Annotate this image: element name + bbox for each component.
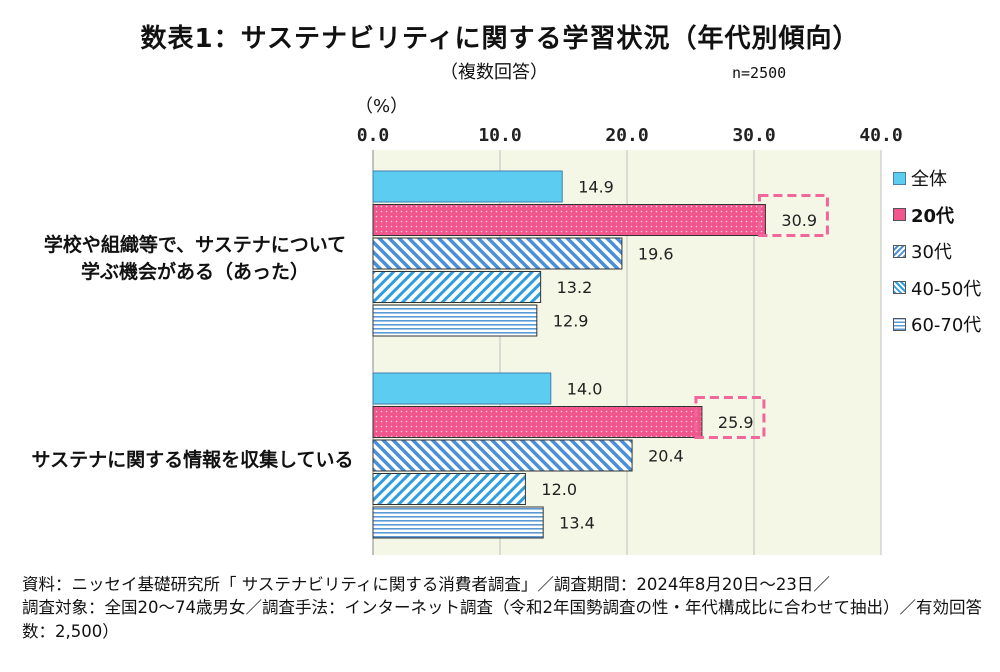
- legend-label-20s: 20代: [911, 205, 955, 227]
- chart-title: 数表1：サステナビリティに関する学習状況（年代別傾向）: [140, 24, 860, 54]
- bar-20s: [372, 406, 703, 438]
- bar-40-50s: [372, 473, 526, 505]
- legend-item-all: 全体: [893, 160, 981, 197]
- bar-20s: [372, 204, 766, 236]
- category-label-1-line1: 学校や組織等で、サステナについて: [43, 234, 347, 256]
- legend-item-30s: 30代: [893, 233, 981, 270]
- legend-item-40-50s: 40-50代: [893, 270, 981, 307]
- x-tick-label: 30.0: [732, 125, 775, 146]
- chart-subtitle: （複数回答）: [440, 62, 548, 83]
- value-label: 20.4: [648, 447, 684, 466]
- legend-label-40-50s: 40-50代: [911, 278, 982, 300]
- bar-all: [372, 372, 552, 405]
- legend-swatch-40-50s: [893, 281, 906, 295]
- value-label: 14.9: [578, 178, 614, 197]
- legend-item-20s: 20代: [893, 197, 981, 234]
- value-label: 12.9: [553, 312, 589, 331]
- value-label: 13.4: [559, 514, 595, 533]
- highlight-box: [694, 396, 766, 439]
- value-label: 14.0: [567, 380, 603, 399]
- bar-30s: [372, 237, 623, 270]
- x-tick-label: 10.0: [478, 125, 521, 146]
- bar-60-70s: [372, 506, 544, 539]
- category-label-1: 学校や組織等で、サステナについて 学ぶ機会がある（あった）: [25, 232, 365, 285]
- source-note: 資料：ニッセイ基礎研究所「 サステナビリティに関する消費者調査」／調査期間：20…: [22, 575, 982, 641]
- value-label: 19.6: [638, 245, 674, 264]
- unit-label: （%）: [355, 96, 409, 117]
- value-label: 12.0: [541, 480, 577, 499]
- bar-40-50s: [372, 271, 542, 303]
- category-label-2: サステナに関する情報を収集している: [31, 449, 354, 471]
- legend-swatch-20s: [893, 208, 906, 222]
- legend: 全体 20代 30代 40-50代 60-70代: [893, 160, 981, 343]
- legend-swatch-30s: [893, 244, 906, 258]
- x-tick-label: 20.0: [605, 125, 648, 146]
- bar-30s: [372, 439, 633, 472]
- bar-60-70s: [372, 304, 538, 337]
- category-label-1-line2: 学ぶ機会がある（あった）: [80, 260, 309, 283]
- bar-all: [372, 170, 563, 203]
- legend-swatch-all: [893, 171, 906, 185]
- value-label: 30.9: [781, 211, 817, 230]
- value-label: 25.9: [718, 413, 754, 432]
- value-label: 13.2: [557, 278, 593, 297]
- highlight-box: [757, 194, 829, 237]
- x-tick-label: 0.0: [357, 125, 390, 146]
- sample-size: n=2500: [732, 64, 787, 82]
- legend-label-30s: 30代: [911, 242, 952, 264]
- legend-swatch-60-70s: [893, 317, 906, 331]
- legend-item-60-70s: 60-70代: [893, 306, 981, 343]
- legend-label-all: 全体: [911, 169, 947, 191]
- legend-label-60-70s: 60-70代: [911, 315, 982, 337]
- x-tick-label: 40.0: [859, 125, 902, 146]
